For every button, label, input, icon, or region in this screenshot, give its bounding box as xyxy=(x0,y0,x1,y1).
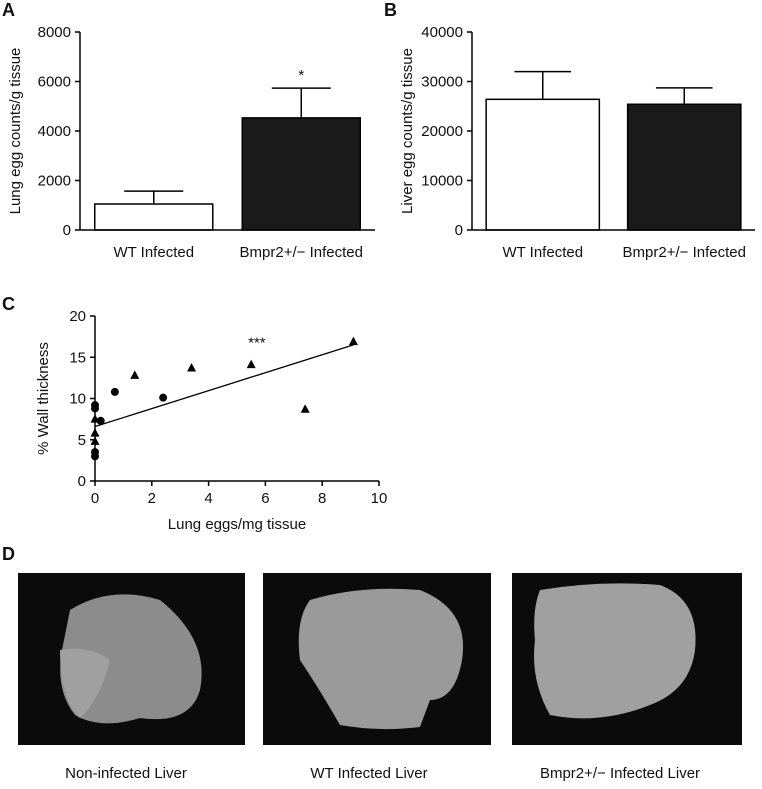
y-tick-label: 0 xyxy=(455,222,463,239)
annotation: *** xyxy=(248,334,266,351)
x-tick-label: 2 xyxy=(148,490,156,507)
point xyxy=(90,414,100,423)
point xyxy=(159,393,168,402)
y-tick-label: 20000 xyxy=(421,123,463,140)
y-tick-label: 0 xyxy=(78,473,86,490)
y-tick-label: 2000 xyxy=(38,173,71,190)
point xyxy=(187,362,197,372)
y-tick-label: 10000 xyxy=(421,173,463,190)
point xyxy=(91,452,99,461)
y-tick-label: 30000 xyxy=(421,74,463,91)
y-axis-label: Liver egg counts/g tissue xyxy=(399,48,416,214)
y-axis-label: % Wall thickness xyxy=(35,342,52,455)
point xyxy=(90,428,100,437)
panel-label: A xyxy=(2,0,15,20)
y-tick-label: 20 xyxy=(69,308,86,325)
point xyxy=(246,359,256,369)
panel-label: D xyxy=(2,544,15,564)
x-tick-label: WT Infected xyxy=(113,244,194,261)
point xyxy=(110,387,119,396)
y-tick-label: 6000 xyxy=(38,74,71,91)
panel-label: B xyxy=(384,0,397,20)
liver-image xyxy=(18,573,245,745)
point xyxy=(96,416,105,425)
fit-line xyxy=(94,344,354,428)
x-axis-label: Lung eggs/mg tissue xyxy=(168,516,306,533)
image-caption: WT Infected Liver xyxy=(310,765,427,782)
x-tick-label: 4 xyxy=(204,490,212,507)
x-tick-label: WT Infected xyxy=(502,244,583,261)
y-tick-label: 10 xyxy=(69,391,86,408)
point xyxy=(348,336,358,346)
point xyxy=(90,436,100,445)
x-tick-label: 8 xyxy=(318,490,326,507)
annotation: * xyxy=(298,67,304,84)
x-tick-label: Bmpr2+/− Infected xyxy=(240,244,363,261)
bar xyxy=(94,203,214,231)
image-caption: Non-infected Liver xyxy=(65,765,187,782)
y-tick-label: 0 xyxy=(63,222,71,239)
point xyxy=(91,404,99,413)
x-tick-label: 0 xyxy=(91,490,99,507)
image-caption: Bmpr2+/− Infected Liver xyxy=(540,765,700,782)
y-tick-label: 5 xyxy=(78,432,86,449)
bar xyxy=(241,117,361,231)
point xyxy=(300,404,310,413)
x-tick-label: 6 xyxy=(261,490,269,507)
y-tick-label: 8000 xyxy=(38,24,71,41)
y-tick-label: 4000 xyxy=(38,123,71,140)
y-tick-label: 15 xyxy=(69,349,86,366)
bar xyxy=(626,103,742,231)
liver-image xyxy=(512,573,742,745)
panel-label: C xyxy=(2,294,15,314)
x-tick-label: Bmpr2+/− Infected xyxy=(623,244,746,261)
y-tick-label: 40000 xyxy=(421,24,463,41)
y-axis-label: Lung egg counts/g tissue xyxy=(7,48,24,215)
point xyxy=(130,370,140,379)
x-tick-label: 10 xyxy=(371,490,388,507)
bar xyxy=(485,98,601,231)
liver-image xyxy=(263,573,491,745)
